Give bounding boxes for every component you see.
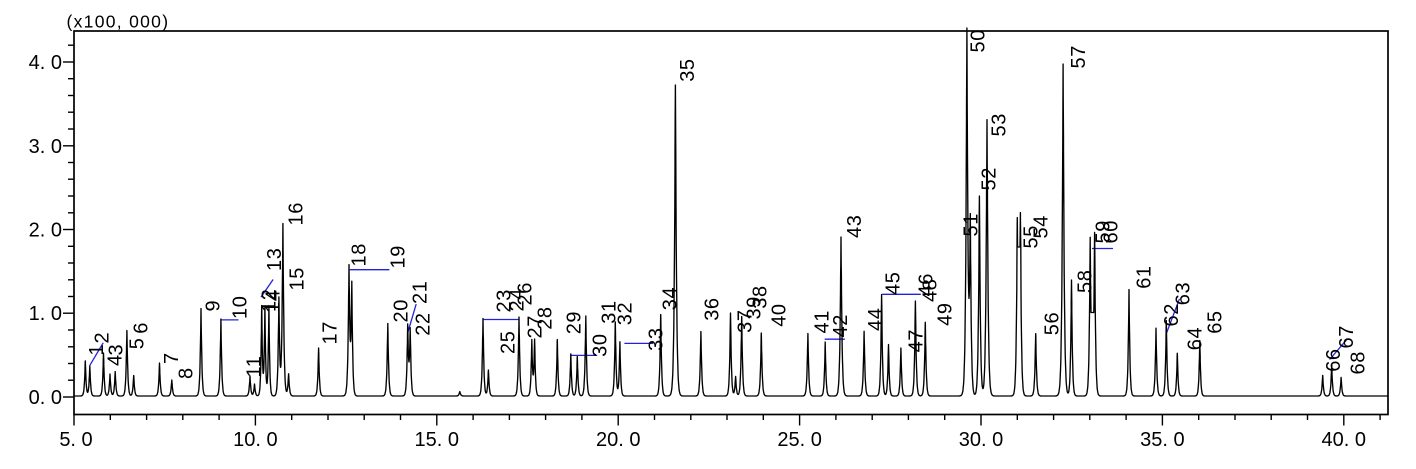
svg-text:11: 11 <box>244 356 266 378</box>
svg-text:16: 16 <box>286 202 308 225</box>
svg-text:10. 0: 10. 0 <box>233 429 277 451</box>
svg-text:9: 9 <box>203 300 225 312</box>
svg-text:8: 8 <box>176 367 198 379</box>
svg-text:5. 0: 5. 0 <box>59 429 92 451</box>
svg-text:27: 27 <box>525 315 547 338</box>
svg-text:46: 46 <box>916 273 938 296</box>
svg-text:57: 57 <box>1068 45 1090 68</box>
svg-text:3: 3 <box>106 344 128 356</box>
svg-text:7: 7 <box>161 352 183 364</box>
svg-text:44: 44 <box>865 308 887 331</box>
svg-text:40. 0: 40. 0 <box>1322 429 1366 451</box>
svg-text:6: 6 <box>131 322 153 334</box>
svg-text:47: 47 <box>906 329 928 352</box>
svg-text:17: 17 <box>320 321 342 344</box>
svg-text:58: 58 <box>1075 270 1097 293</box>
svg-text:26: 26 <box>515 282 537 305</box>
svg-text:42: 42 <box>830 314 852 337</box>
svg-text:53: 53 <box>989 113 1011 136</box>
svg-text:64: 64 <box>1185 327 1207 350</box>
svg-text:10: 10 <box>230 296 252 319</box>
svg-text:20: 20 <box>391 299 413 322</box>
svg-text:2. 0: 2. 0 <box>29 220 62 242</box>
svg-text:39: 39 <box>744 296 766 319</box>
svg-text:59: 59 <box>1093 220 1115 243</box>
svg-text:66: 66 <box>1323 348 1345 371</box>
svg-text:29: 29 <box>564 311 586 334</box>
svg-text:34: 34 <box>660 287 682 310</box>
svg-text:19: 19 <box>388 245 410 268</box>
svg-text:45: 45 <box>883 272 905 295</box>
svg-text:21: 21 <box>410 281 432 304</box>
svg-text:48: 48 <box>920 279 942 302</box>
svg-text:25: 25 <box>498 331 520 354</box>
svg-text:24: 24 <box>507 288 529 311</box>
svg-text:0. 0: 0. 0 <box>29 387 62 409</box>
svg-text:1. 0: 1. 0 <box>29 303 62 325</box>
svg-text:2: 2 <box>92 332 114 344</box>
svg-text:5: 5 <box>127 338 149 350</box>
svg-text:30: 30 <box>590 333 612 356</box>
svg-text:63: 63 <box>1173 282 1195 305</box>
svg-text:61: 61 <box>1134 265 1156 288</box>
svg-text:68: 68 <box>1348 351 1370 374</box>
svg-text:22: 22 <box>413 312 435 335</box>
svg-text:54: 54 <box>1031 215 1053 238</box>
svg-text:55: 55 <box>1021 225 1043 248</box>
svg-text:56: 56 <box>1042 312 1064 335</box>
svg-text:32: 32 <box>615 302 637 325</box>
svg-text:40: 40 <box>769 303 791 326</box>
svg-text:35. 0: 35. 0 <box>1140 429 1184 451</box>
svg-text:35: 35 <box>677 58 699 81</box>
svg-text:4. 0: 4. 0 <box>29 52 62 74</box>
svg-text:31: 31 <box>599 300 621 323</box>
svg-text:18: 18 <box>349 243 371 266</box>
svg-text:38: 38 <box>750 285 772 308</box>
svg-text:20. 0: 20. 0 <box>596 429 640 451</box>
svg-text:33: 33 <box>646 327 668 350</box>
svg-text:50: 50 <box>968 29 990 52</box>
svg-text:62: 62 <box>1161 303 1183 326</box>
svg-text:23: 23 <box>494 289 516 312</box>
svg-text:60: 60 <box>1101 220 1123 243</box>
svg-text:3. 0: 3. 0 <box>29 136 62 158</box>
svg-text:37: 37 <box>735 309 757 332</box>
svg-text:43: 43 <box>844 215 866 238</box>
svg-text:15. 0: 15. 0 <box>415 429 459 451</box>
svg-text:4: 4 <box>105 354 127 366</box>
svg-text:41: 41 <box>812 310 834 333</box>
svg-text:52: 52 <box>979 167 1001 190</box>
svg-text:(x100, 000): (x100, 000) <box>67 12 170 32</box>
svg-text:14: 14 <box>263 290 285 313</box>
svg-text:49: 49 <box>935 302 957 325</box>
svg-text:1: 1 <box>86 344 108 356</box>
svg-text:12: 12 <box>259 289 281 312</box>
svg-text:36: 36 <box>702 297 724 320</box>
svg-text:25. 0: 25. 0 <box>777 429 821 451</box>
svg-text:67: 67 <box>1336 325 1358 348</box>
svg-text:30. 0: 30. 0 <box>959 429 1003 451</box>
svg-text:15: 15 <box>287 267 309 290</box>
svg-text:65: 65 <box>1205 310 1227 333</box>
svg-text:51: 51 <box>961 213 983 236</box>
svg-text:13: 13 <box>264 248 286 271</box>
svg-text:28: 28 <box>535 306 557 329</box>
